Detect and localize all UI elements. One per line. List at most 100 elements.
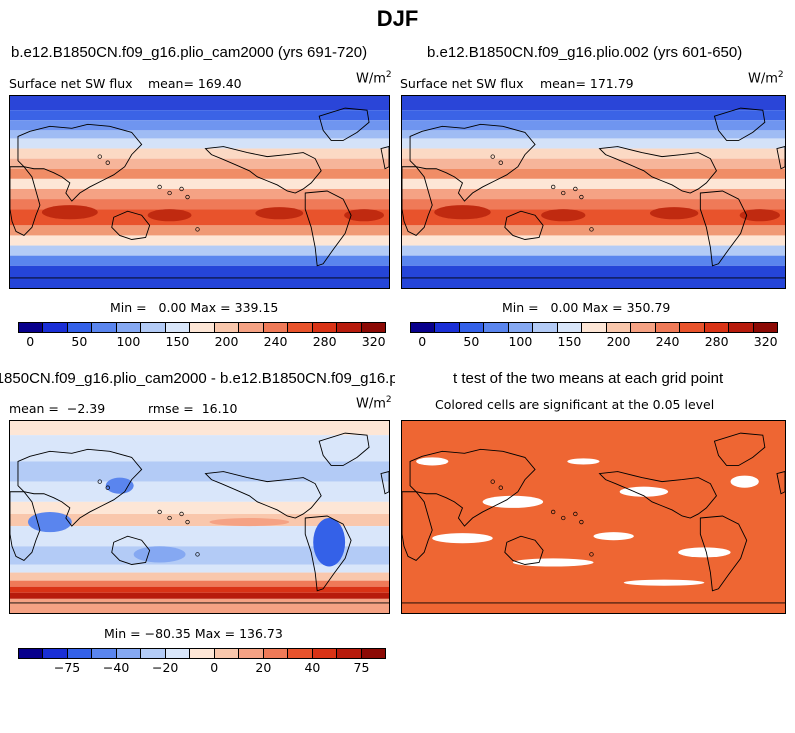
panel-a-title: b.e12.B1850CN.f09_g16.plio_cam2000 (yrs … [11, 44, 368, 61]
colorbar-swatch [631, 323, 656, 332]
colorbar-tick-label: 50 [463, 334, 480, 349]
colorbar-swatch [753, 323, 778, 332]
colorbar-swatch [19, 323, 44, 332]
panel-c-colorbar-ticks: −75 −40 −20 0 20 40 75 [18, 660, 386, 676]
colorbar-swatch [141, 649, 166, 658]
colorbar-tick-label: 50 [71, 334, 88, 349]
colorbar-tick-label: 280 [704, 334, 729, 349]
colorbar-tick-label: 150 [165, 334, 190, 349]
colorbar-swatch [557, 323, 583, 332]
colorbar-swatch [288, 649, 313, 658]
sw-flux-field [402, 96, 785, 288]
colorbar-swatch [459, 323, 485, 332]
colorbar-swatch [312, 323, 338, 332]
colorbar-tick-label: 20 [255, 660, 272, 675]
colorbar-swatch [92, 323, 117, 332]
panel-c-map [9, 420, 390, 614]
colorbar-swatch [312, 649, 338, 658]
colorbar-swatch [43, 649, 68, 658]
panel-b-mean: mean= 171.79 [540, 76, 634, 91]
colorbar-tick-label: −20 [151, 660, 179, 675]
colorbar-swatch [214, 649, 240, 658]
panel-c-unit: W/m2 [356, 395, 392, 412]
colorbar-swatch [288, 323, 313, 332]
colorbar-swatch [361, 649, 386, 658]
colorbar-swatch [43, 323, 68, 332]
colorbar-tick-label: 100 [508, 334, 533, 349]
colorbar-swatch [239, 649, 264, 658]
coastlines [10, 432, 389, 604]
coastlines [10, 107, 389, 279]
colorbar-swatch [116, 649, 142, 658]
colorbar-swatch [704, 323, 730, 332]
colorbar-swatch [190, 649, 215, 658]
colorbar-tick-label: 0 [210, 660, 219, 675]
panel-a-mean: mean= 169.40 [148, 76, 242, 91]
significance-field [402, 421, 785, 613]
panel-d-title: t test of the two means at each grid poi… [453, 370, 724, 387]
panel-a-colorbar-ticks: 0 50 100 150 200 240 280 320 [18, 334, 386, 350]
colorbar-swatch [508, 323, 534, 332]
colorbar-tick-label: 320 [753, 334, 778, 349]
colorbar-tick-label: 320 [361, 334, 386, 349]
figure-title: DJF [376, 6, 419, 31]
colorbar-tick-label: 0 [26, 334, 35, 349]
panel-b-unit: W/m2 [748, 70, 784, 87]
panel-b-colorbar-ticks: 0 50 100 150 200 240 280 320 [410, 334, 778, 350]
colorbar-swatch [190, 323, 215, 332]
colorbar-tick-label: 240 [655, 334, 680, 349]
panel-c-title: b.e12.B1850CN.f09_g16.plio_cam2000 - b.e… [0, 370, 395, 387]
colorbar-swatch [116, 323, 142, 332]
panel-a-colorbar [18, 322, 386, 333]
colorbar-tick-label: 240 [263, 334, 288, 349]
panel-a-map [9, 95, 390, 289]
sw-flux-field [10, 96, 389, 288]
colorbar-swatch [67, 649, 93, 658]
panel-c-mean: mean = −2.39 [9, 401, 106, 416]
colorbar-swatch [655, 323, 681, 332]
colorbar-tick-label: −40 [102, 660, 130, 675]
colorbar-swatch [19, 649, 44, 658]
panel-a-variable: Surface net SW flux [9, 76, 133, 91]
panel-a-minmax: Min = 0.00 Max = 339.15 [110, 300, 279, 315]
colorbar-swatch [337, 323, 362, 332]
panel-d-map [401, 420, 786, 614]
panel-b-minmax: Min = 0.00 Max = 350.79 [502, 300, 671, 315]
panel-c-rmse: rmse = 16.10 [148, 401, 238, 416]
panel-b-map [401, 95, 786, 289]
colorbar-tick-label: 150 [557, 334, 582, 349]
panel-d-subtitle: Colored cells are significant at the 0.0… [435, 397, 715, 412]
colorbar-swatch [582, 323, 607, 332]
colorbar-tick-label: 200 [214, 334, 239, 349]
colorbar-tick-label: 75 [353, 660, 370, 675]
colorbar-swatch [214, 323, 240, 332]
colorbar-swatch [239, 323, 264, 332]
colorbar-swatch [533, 323, 558, 332]
panel-a-unit: W/m2 [356, 70, 392, 87]
colorbar-swatch [411, 323, 436, 332]
coastlines [402, 107, 785, 279]
colorbar-tick-label: 0 [418, 334, 427, 349]
colorbar-tick-label: 200 [606, 334, 631, 349]
colorbar-swatch [263, 323, 289, 332]
colorbar-swatch [337, 649, 362, 658]
colorbar-swatch [435, 323, 460, 332]
panel-b-title: b.e12.B1850CN.f09_g16.plio.002 (yrs 601-… [427, 44, 743, 61]
colorbar-tick-label: 280 [312, 334, 337, 349]
colorbar-tick-label: 40 [304, 660, 321, 675]
colorbar-swatch [361, 323, 386, 332]
colorbar-swatch [141, 323, 166, 332]
panel-b-variable: Surface net SW flux [400, 76, 524, 91]
panel-c-minmax: Min = −80.35 Max = 136.73 [104, 626, 283, 641]
colorbar-swatch [680, 323, 705, 332]
colorbar-swatch [606, 323, 632, 332]
colorbar-swatch [729, 323, 754, 332]
colorbar-swatch [263, 649, 289, 658]
panel-c-colorbar [18, 648, 386, 659]
colorbar-swatch [484, 323, 509, 332]
colorbar-swatch [165, 649, 191, 658]
colorbar-swatch [92, 649, 117, 658]
colorbar-swatch [67, 323, 93, 332]
colorbar-tick-label: 100 [116, 334, 141, 349]
colorbar-swatch [165, 323, 191, 332]
